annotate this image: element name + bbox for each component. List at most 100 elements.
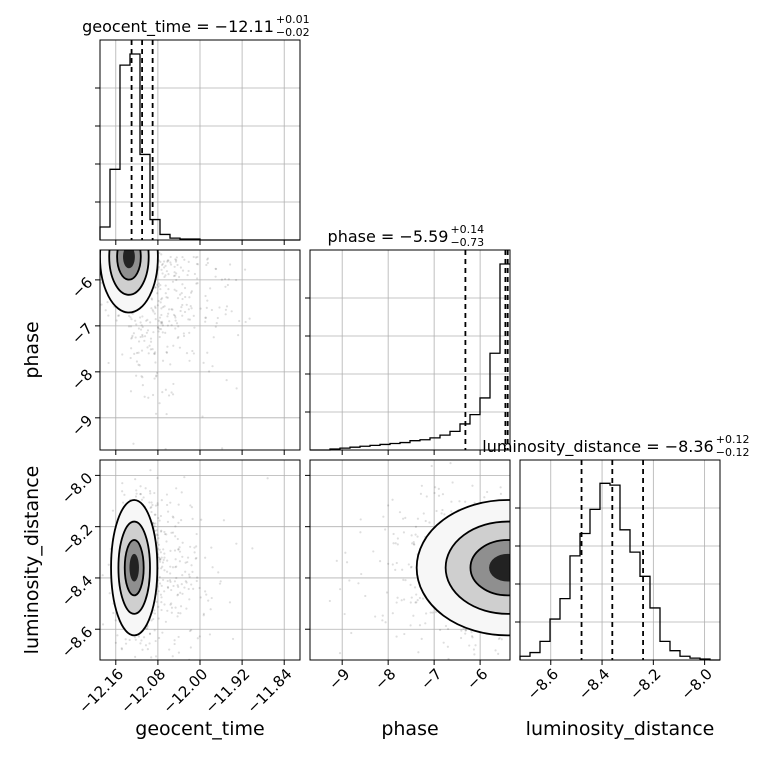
sample-point	[464, 628, 468, 632]
sample-point	[164, 292, 167, 295]
sample-point	[127, 246, 129, 248]
sample-point	[198, 586, 201, 590]
sample-point	[134, 495, 138, 498]
sample-point	[206, 351, 209, 354]
sample-point	[161, 565, 164, 568]
sample-point	[192, 314, 195, 317]
sample-point	[132, 244, 134, 246]
sample-point	[512, 579, 514, 581]
sample-point	[154, 318, 157, 321]
sample-point	[179, 591, 182, 594]
sample-point	[117, 314, 120, 317]
sample-point	[228, 263, 232, 266]
sample-point	[181, 269, 185, 272]
sample-point	[150, 505, 153, 509]
sample-point	[154, 375, 158, 378]
sample-point	[409, 601, 412, 604]
sample-point	[176, 336, 179, 340]
sample-point	[113, 242, 115, 244]
sample-point	[202, 612, 205, 615]
sample-point	[173, 639, 176, 642]
x-tick-label-geocent_time: −12.08	[117, 665, 169, 717]
sample-point	[188, 573, 191, 576]
sample-point	[142, 496, 145, 499]
y-tick-label-phase: −9	[68, 411, 96, 439]
density-contour	[129, 553, 139, 582]
sample-point	[184, 580, 187, 583]
sample-point	[153, 377, 156, 380]
sample-point	[165, 412, 168, 416]
sample-point	[183, 586, 186, 589]
sample-point	[429, 611, 432, 614]
scatter-panel-geocent_time-vs-phase	[95, 242, 301, 455]
sample-point	[235, 387, 238, 390]
sample-point	[515, 617, 517, 619]
sample-point	[159, 287, 162, 291]
sample-point	[116, 634, 119, 637]
sample-point	[138, 316, 142, 319]
sample-point	[514, 607, 516, 609]
sample-point	[513, 567, 515, 569]
sample-point	[164, 388, 167, 391]
sample-point	[166, 579, 169, 583]
sample-point	[179, 309, 182, 313]
sample-point	[165, 351, 168, 354]
sample-point	[121, 490, 124, 493]
sample-point	[127, 247, 129, 249]
panel-content	[328, 462, 577, 701]
x-tick-label-geocent_time: −11.92	[201, 665, 253, 717]
sample-point	[159, 301, 162, 304]
sample-point	[146, 246, 148, 248]
sample-point	[396, 543, 399, 546]
sample-point	[128, 244, 130, 246]
sample-point	[412, 540, 415, 544]
sample-point	[575, 672, 577, 674]
sample-point	[190, 290, 193, 293]
sample-point	[139, 245, 141, 247]
histogram-luminosity_distance: luminosity_distance = −8.36 +0.12−0.12	[482, 433, 749, 665]
sample-point	[434, 486, 437, 489]
sample-point	[446, 627, 450, 631]
sample-point	[161, 324, 164, 327]
sample-point	[133, 352, 136, 355]
sample-point	[164, 331, 167, 334]
sample-point	[516, 554, 518, 556]
sample-point	[167, 308, 171, 311]
sample-point	[170, 324, 173, 327]
sample-point	[143, 395, 146, 398]
sample-point	[384, 621, 387, 624]
sample-point	[141, 648, 144, 651]
sample-point	[514, 613, 516, 615]
sample-point	[463, 699, 465, 701]
sample-point	[176, 263, 179, 267]
sample-point	[235, 278, 238, 282]
sample-point	[176, 584, 179, 587]
sample-point	[174, 260, 178, 263]
sample-point	[385, 591, 389, 594]
sample-point	[176, 615, 179, 618]
sample-point	[471, 636, 474, 639]
sample-point	[140, 349, 144, 352]
sample-point	[244, 320, 247, 324]
sample-point	[413, 543, 416, 546]
sample-point	[188, 331, 191, 334]
sample-point	[409, 566, 413, 569]
sample-point	[160, 584, 163, 587]
sample-point	[344, 551, 347, 554]
sample-point	[425, 495, 428, 498]
sample-point	[206, 299, 209, 302]
sample-point	[166, 296, 169, 299]
sample-point	[409, 583, 412, 586]
sample-point	[514, 556, 516, 558]
sample-point	[149, 321, 152, 324]
sample-point	[159, 514, 162, 518]
sample-point	[190, 564, 193, 567]
sample-point	[157, 516, 160, 520]
sample-point	[417, 651, 420, 654]
sample-point	[396, 537, 399, 540]
sample-point	[218, 582, 222, 585]
sample-point	[410, 565, 413, 568]
sample-point	[175, 272, 178, 275]
sample-point	[140, 639, 143, 642]
sample-point	[118, 245, 120, 247]
